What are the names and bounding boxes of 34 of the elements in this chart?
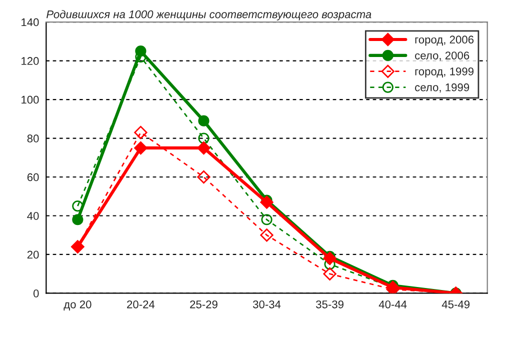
point [135,46,146,57]
point [134,126,148,140]
point [134,141,148,155]
point [260,196,274,209]
y-tick-label: 0 [33,290,39,298]
point [198,132,210,144]
x-tick-label: 20-24 [127,300,155,308]
x-tick-label: 45-49 [442,300,470,308]
point [260,228,274,242]
y-tick-label: 100 [22,96,39,104]
y-tick-label: 140 [22,18,39,26]
point [72,214,84,226]
point [197,170,210,184]
y-tick-label: 80 [27,134,39,142]
x-tick-label: 30-34 [252,300,281,308]
point [197,141,210,155]
point [323,252,336,265]
legend-label: село, 1999 [415,83,470,93]
y-tick-label: 20 [27,250,39,259]
y-tick-label: 40 [27,212,39,220]
chart-title: Родившихся на 1000 женщины соответствующего возраста [46,10,372,20]
x-tick-label: 25-29 [190,300,218,308]
point [261,214,272,226]
legend-label: село, 2006 [415,52,470,61]
x-tick-label: 40-44 [378,300,407,308]
point [198,115,210,126]
y-tick-label: 60 [27,173,39,182]
x-tick-label: 35-39 [316,300,344,308]
point [72,200,84,212]
point [323,267,336,280]
y-tick-label: 120 [22,57,39,65]
x-tick-label: до 20 [64,300,92,310]
legend-label: город, 1999 [415,67,474,78]
legend-label: город, 2006 [415,36,474,46]
